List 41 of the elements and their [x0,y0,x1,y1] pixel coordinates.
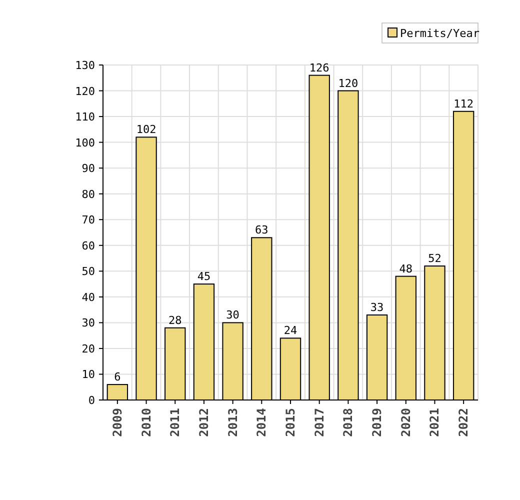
data-label: 52 [428,252,442,265]
y-tick-label: 0 [88,394,95,407]
x-tick-label: 2021 [428,408,442,437]
y-tick-label: 40 [82,290,95,304]
data-label: 126 [309,61,330,74]
y-tick-label: 80 [82,188,95,201]
y-tick-label: 30 [82,316,95,330]
y-tick-label: 50 [82,265,95,278]
data-label: 33 [370,300,384,314]
x-tick-label: 2012 [196,408,211,437]
x-tick-label: 2018 [341,408,356,437]
x-tick-label: 2020 [398,408,413,437]
data-label: 6 [114,370,121,384]
x-tick-label: 2014 [254,408,269,437]
x-tick-label: 2017 [312,408,326,437]
x-tick-label: 2009 [110,408,124,437]
x-tick-label: 2013 [226,408,240,437]
y-tick-label: 120 [75,84,95,98]
x-tick-label: 2010 [139,408,154,437]
data-label: 63 [255,224,268,237]
data-label: 45 [197,270,211,284]
x-tick-label: 2011 [168,408,182,437]
y-tick-label: 130 [75,59,95,72]
data-label: 102 [136,123,156,136]
y-tick-label: 20 [82,342,95,356]
x-tick-label: 2015 [284,408,298,437]
legend-label: Permits/Year [400,27,480,40]
data-label: 120 [338,76,358,90]
y-tick-label: 70 [82,214,95,227]
data-label: 24 [284,324,298,338]
x-tick-label: 2019 [370,408,384,437]
y-tick-label: 60 [82,239,95,252]
data-label: 112 [454,97,474,110]
x-tick-label: 2022 [456,408,471,437]
data-label: 28 [168,314,182,327]
data-label: 48 [399,262,413,276]
y-tick-label: 110 [75,110,95,124]
y-tick-label: 100 [75,136,95,150]
data-label: 30 [226,308,240,322]
y-tick-label: 10 [82,368,95,382]
y-tick-label: 90 [82,162,95,176]
